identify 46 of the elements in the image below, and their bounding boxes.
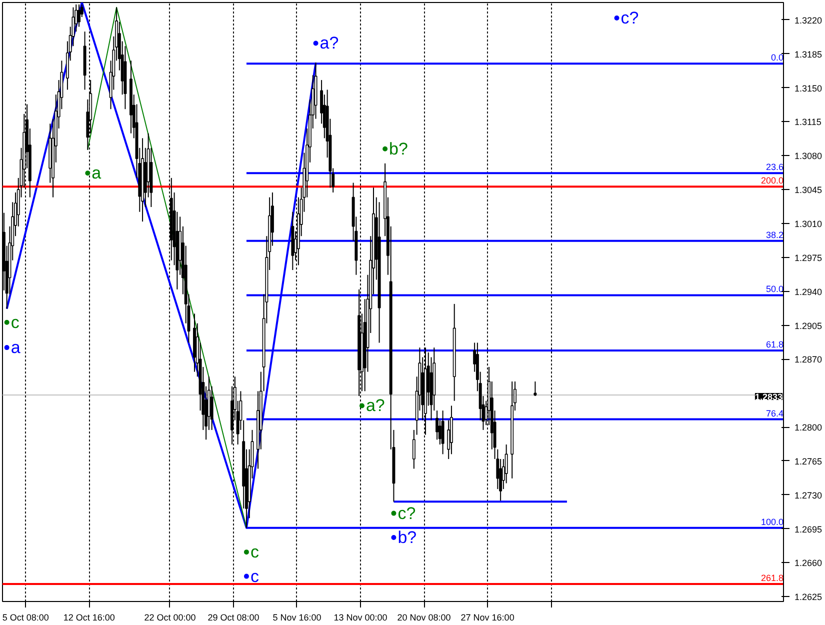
data-label: c [250,542,260,562]
y-tick-label: 1.2800 [794,422,822,433]
data-label: c [10,312,20,332]
x-tick-label: 12 Oct 16:00 [63,612,115,622]
series-label: 100.0 [760,516,784,527]
y-tick-label: 1.2765 [794,456,822,466]
series-label: 23.6 [766,162,784,172]
y-tick-label: 1.2695 [794,524,822,534]
data-label: a? [320,34,339,53]
y-tick-label: 1.2975 [794,252,822,263]
y-tick-label: 1.3185 [794,49,822,60]
data-label: a [10,338,21,358]
y-tick-label: 1.2905 [794,320,822,331]
ref-line-label: 1.2833 [754,392,783,402]
data-label: b? [389,139,408,158]
y-tick-label: 1.2940 [794,286,822,297]
y-tick-label: 1.3115 [794,117,822,128]
data-label: c? [398,504,416,523]
y-tick-label: 1.3150 [794,83,822,94]
series-label: 50.0 [766,284,784,294]
series-label: 61.8 [766,339,784,350]
series-label: 0.0 [770,52,784,63]
y-tick-label: 1.2870 [794,354,822,365]
data-label: a? [366,396,385,416]
data-label: c? [620,8,639,28]
series-label: 200.0 [760,176,784,186]
x-tick-label: 5 Oct 08:00 [2,612,49,622]
x-tick-label: 20 Nov 08:00 [397,612,451,622]
x-tick-label: 22 Oct 00:00 [144,612,196,622]
data-label: c [250,566,260,586]
y-tick-label: 1.2730 [794,490,822,500]
y-tick-label: 1.2660 [794,558,822,568]
x-tick-label: 13 Nov 00:00 [334,612,388,622]
y-tick-label: 1.3080 [794,151,822,162]
series-label: 76.4 [766,408,784,418]
data-label: a [92,164,102,183]
data-label: b? [398,528,417,548]
y-tick-label: 1.3045 [794,185,822,196]
x-tick-label: 5 Nov 16:00 [272,612,322,622]
x-tick-label: 29 Oct 08:00 [208,612,260,622]
series-label: 261.8 [760,573,784,584]
y-tick-label: 1.2625 [794,592,822,602]
y-tick-label: 1.3010 [794,218,822,229]
y-tick-label: 1.3220 [794,15,822,26]
series-label: 38.2 [766,230,784,240]
x-tick-label: 27 Nov 16:00 [460,612,514,622]
